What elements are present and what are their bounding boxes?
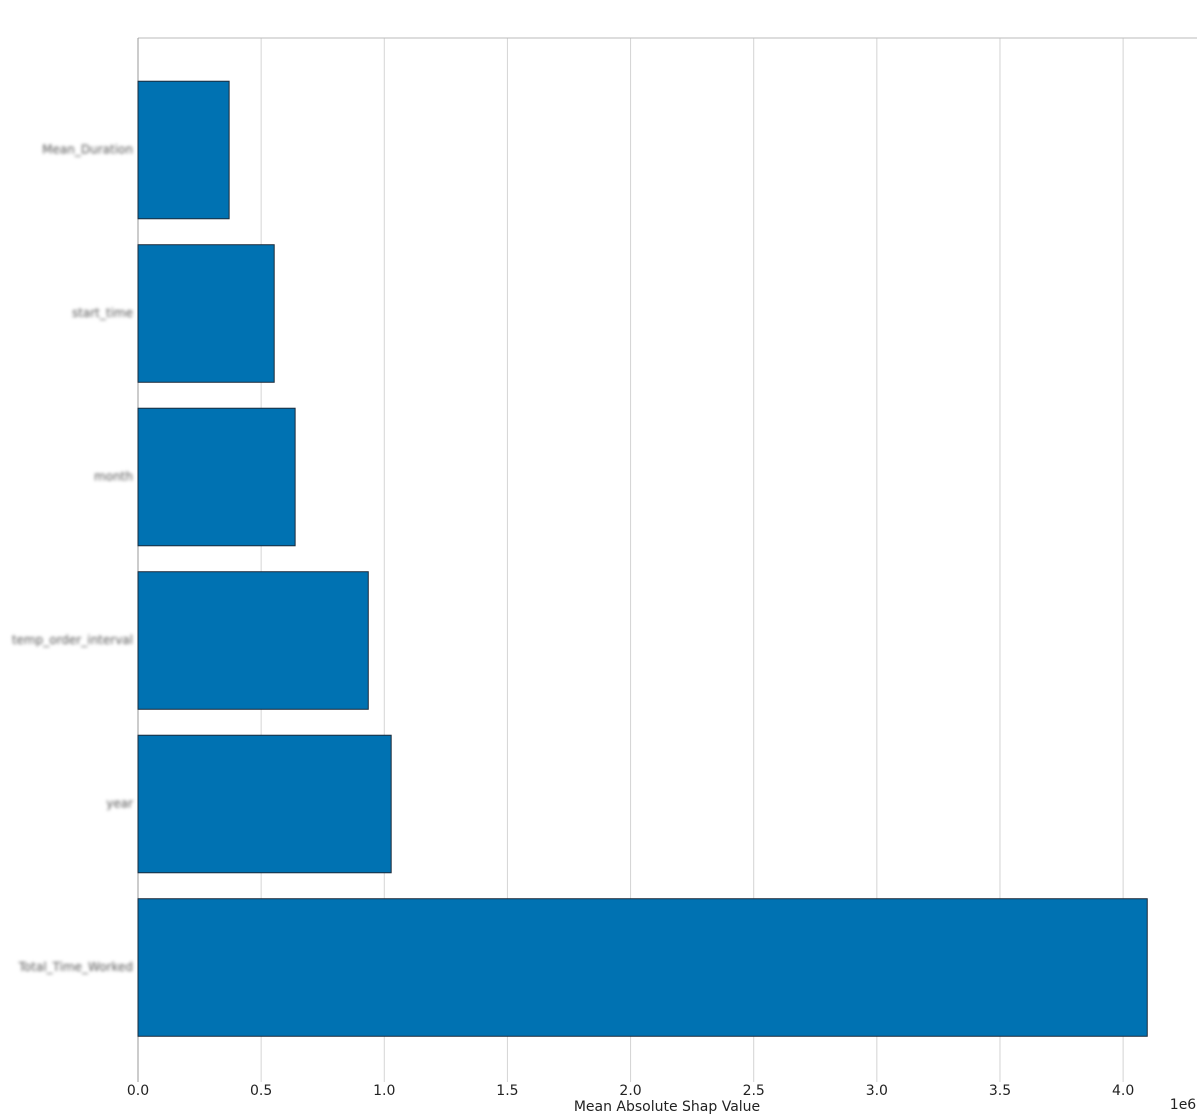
y-tick-label: year [106,797,133,811]
x-tick-label: 2.0 [619,1083,641,1099]
x-tick-label: 0.0 [127,1083,149,1099]
x-tick-label: 3.0 [866,1083,888,1099]
y-tick-label: temp_order_interval [12,633,133,647]
x-tick-label: 1.5 [496,1083,518,1099]
x-axis-label: Mean Absolute Shap Value [574,1099,760,1115]
bar [137,898,1148,1037]
bar [137,734,392,874]
bar [137,244,275,383]
x-tick-label: 0.5 [250,1083,272,1099]
x-tick-label: 2.5 [743,1083,765,1099]
x-tick-label: 4.0 [1112,1083,1134,1099]
axis-offset: 1e6 [1170,1097,1197,1113]
bar [137,80,230,220]
y-tick-label: start_time [72,306,133,320]
x-tick-label: 3.5 [989,1083,1011,1099]
bar [137,571,369,710]
y-tick-label: Total_Time_Worked [18,960,133,974]
bar [137,407,296,547]
x-tick-label: 1.0 [373,1083,395,1099]
y-tick-label: Mean_Duration [42,143,133,157]
y-tick-label: month [94,470,133,484]
